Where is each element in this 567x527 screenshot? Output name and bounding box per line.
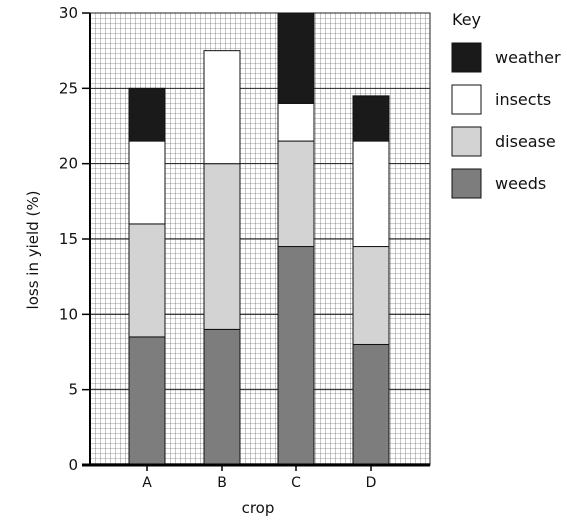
x-tick-label-A: A <box>142 475 152 491</box>
bar-segment-B-insects <box>203 50 241 165</box>
y-tick-label: 5 <box>68 381 78 399</box>
y-tick-labels: 0 5 10 15 20 25 30 <box>59 4 78 474</box>
y-axis-title: loss in yield (%) <box>24 191 42 310</box>
bar-segment-D-disease <box>352 246 390 345</box>
bar-segment-B-disease <box>203 163 241 330</box>
legend-title: Key <box>452 10 481 29</box>
legend-label-weather: weather <box>495 48 561 67</box>
legend-label-weeds: weeds <box>495 174 546 193</box>
x-tick-label-C: C <box>291 475 301 491</box>
legend-swatch-weeds <box>451 168 482 199</box>
x-tick-labels: A B C D <box>142 475 376 491</box>
bar-segment-D-weather <box>352 95 390 142</box>
bar-segment-C-disease <box>277 140 315 248</box>
y-tick-label: 15 <box>59 230 78 248</box>
bar-segment-A-disease <box>128 223 166 338</box>
x-axis-title: crop <box>242 499 275 517</box>
axes-layer <box>82 12 430 471</box>
legend: Key weather insects disease weeds <box>451 10 561 199</box>
legend-swatch-insects <box>451 84 482 115</box>
y-tick-label: 30 <box>59 4 78 22</box>
bar-segment-D-weeds <box>352 343 390 466</box>
legend-label-insects: insects <box>495 90 551 109</box>
legend-label-disease: disease <box>495 132 556 151</box>
bars-layer <box>128 12 390 466</box>
bar-segment-A-weather <box>128 87 166 142</box>
bar-segment-A-insects <box>128 140 166 225</box>
bar-segment-C-weather <box>277 12 315 104</box>
bar-segment-A-weeds <box>128 336 166 466</box>
y-tick-label: 20 <box>59 155 78 173</box>
x-tick-label-D: D <box>366 475 377 491</box>
legend-swatch-weather <box>451 42 482 73</box>
bar-segment-D-insects <box>352 140 390 248</box>
bar-segment-B-weeds <box>203 328 241 466</box>
legend-swatch-disease <box>451 126 482 157</box>
y-tick-label: 0 <box>68 456 78 474</box>
x-tick-label-B: B <box>217 475 227 491</box>
y-tick-label: 10 <box>59 305 78 323</box>
bar-segment-C-insects <box>277 102 315 142</box>
y-tick-label: 25 <box>59 79 78 97</box>
bar-segment-C-weeds <box>277 246 315 466</box>
